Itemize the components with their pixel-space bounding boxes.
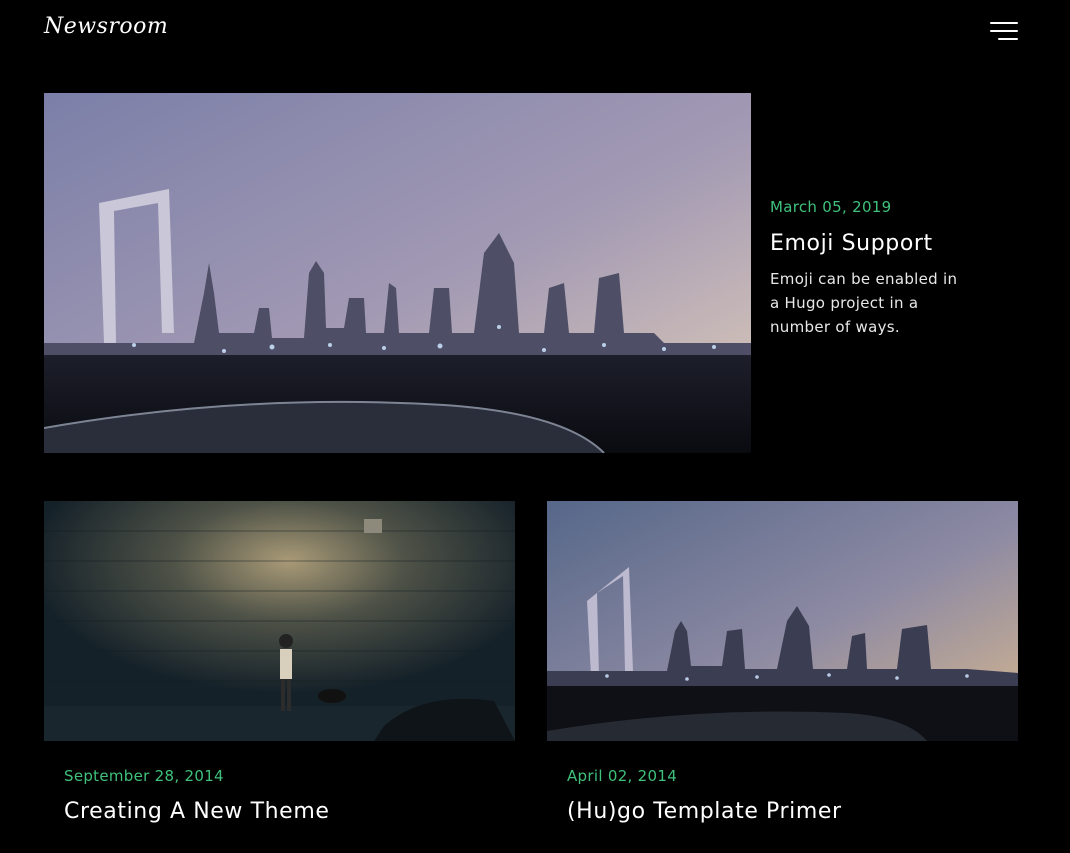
site-logo[interactable]: Newsroom xyxy=(44,14,169,39)
hamburger-menu-icon[interactable] xyxy=(990,22,1018,40)
featured-post-date: March 05, 2019 xyxy=(770,198,892,216)
site-header: Newsroom xyxy=(0,0,1070,60)
post-card-date: September 28, 2014 xyxy=(64,767,224,785)
post-card-title[interactable]: (Hu)go Template Primer xyxy=(567,799,842,824)
post-card-title[interactable]: Creating A New Theme xyxy=(64,799,330,824)
post-card-image[interactable] xyxy=(44,501,515,741)
post-card-date: April 02, 2014 xyxy=(567,767,678,785)
featured-post-excerpt: Emoji can be enabled in a Hugo project i… xyxy=(770,270,958,336)
post-card-image[interactable] xyxy=(547,501,1018,741)
featured-post-title[interactable]: Emoji Support xyxy=(770,231,933,256)
featured-post-image[interactable] xyxy=(44,93,751,453)
